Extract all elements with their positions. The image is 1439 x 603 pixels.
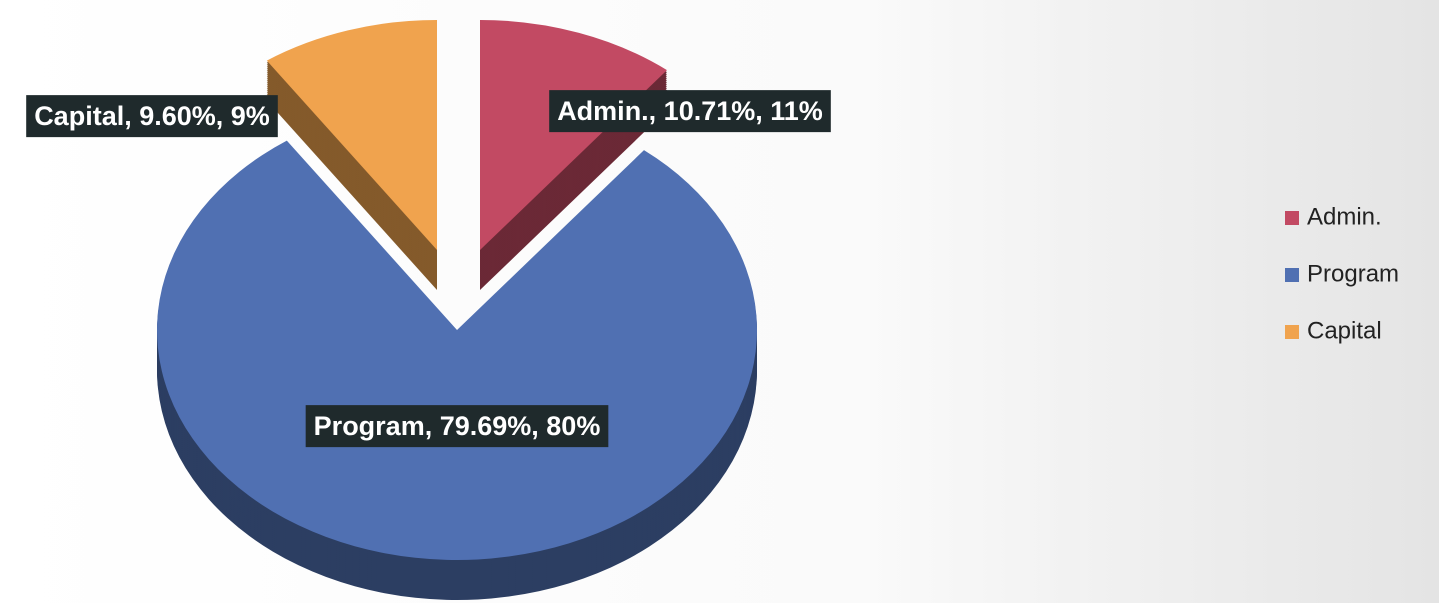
data-label-box [26, 95, 278, 138]
legend-label: Capital [1307, 317, 1382, 344]
data-label-box [305, 405, 609, 448]
legend-swatch [1285, 325, 1299, 339]
legend-label: Program [1307, 260, 1399, 287]
legend-swatch [1285, 211, 1299, 225]
data-label: Program, 79.69%, 80% [314, 411, 601, 441]
legend-label: Admin. [1307, 203, 1382, 230]
data-label: Capital, 9.60%, 9% [34, 101, 270, 131]
slice [480, 20, 667, 250]
legend-swatch [1285, 268, 1299, 282]
data-label-box [549, 90, 831, 133]
data-label: Admin., 10.71%, 11% [557, 96, 823, 126]
slice [266, 20, 437, 250]
slice [157, 140, 758, 560]
